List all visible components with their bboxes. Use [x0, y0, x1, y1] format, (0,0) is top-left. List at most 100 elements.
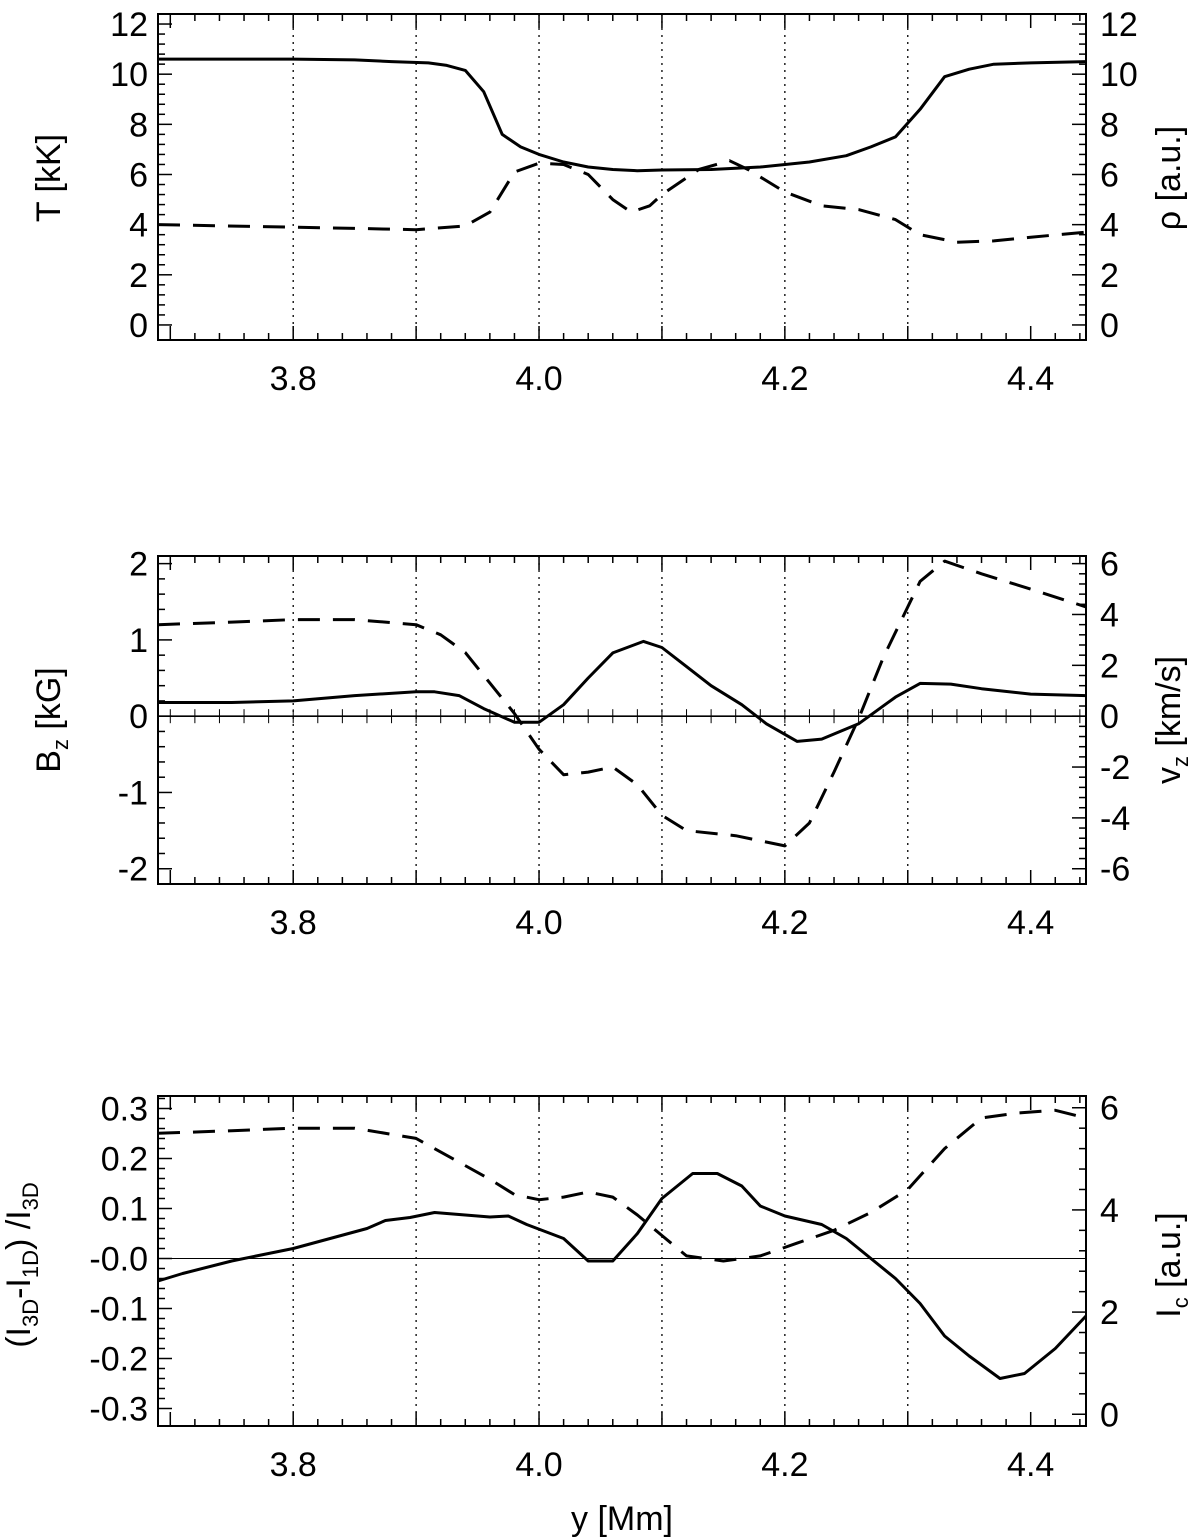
series-line-dashed	[157, 159, 1087, 244]
right-y-axis-label: ρ [a.u.]	[1150, 126, 1188, 230]
x-tick-label: 4.4	[1007, 360, 1054, 398]
data-lines	[157, 559, 1087, 848]
x-tick-label: 4.0	[515, 360, 562, 398]
x-tick-label: 3.8	[270, 360, 317, 398]
x-tick-labels: 3.8 4.0 4.2 4.4	[270, 1446, 1055, 1484]
ic-subscript: c	[1168, 1297, 1193, 1308]
right-y-tick-label: 6	[1100, 546, 1119, 584]
left-y-tick-label: 2	[129, 257, 148, 295]
vertical-gridlines	[292, 556, 909, 884]
left-y-axis-label: T [kK]	[30, 134, 68, 222]
panel-intensity: 3.8 4.0 4.2 4.4 -0.3 -0.2 -0.1 -0.0 0.1 0.2 0.3 0…	[0, 1090, 1193, 1538]
left-y-tick-label: 0.3	[101, 1091, 148, 1129]
x-axis-label: y [Mm]	[571, 1500, 673, 1538]
data-lines	[157, 57, 1087, 244]
label-open: (I	[0, 1327, 38, 1348]
right-y-tick-label: 4	[1100, 207, 1119, 245]
x-tick-label: 4.0	[515, 1446, 562, 1484]
right-y-tick-label: -6	[1100, 851, 1130, 889]
left-y-tick-label: -0.2	[89, 1341, 148, 1379]
left-y-tick-label: 0.1	[101, 1191, 148, 1229]
left-y-tick-label: 0	[129, 698, 148, 736]
right-y-tick-label: -4	[1100, 800, 1130, 838]
bz-unit: [kG]	[30, 667, 68, 739]
x-tick-label: 4.4	[1007, 904, 1054, 942]
left-y-tick-labels: -0.3 -0.2 -0.1 -0.0 0.1 0.2 0.3	[89, 1091, 148, 1429]
left-y-tick-label: 0	[129, 307, 148, 345]
bz-symbol: B	[30, 750, 68, 773]
left-y-axis-label: (I3D-I1D) /I3D	[0, 1182, 43, 1348]
left-y-tick-label: 12	[110, 6, 148, 44]
x-tick-label: 4.2	[761, 904, 808, 942]
right-y-tick-label: 0	[1100, 1396, 1119, 1434]
label-sub-1d: 1D	[18, 1250, 43, 1278]
plot-frame	[157, 555, 1087, 885]
x-tick-label: 3.8	[270, 1446, 317, 1484]
x-tick-labels: 3.8 4.0 4.2 4.4	[270, 360, 1055, 398]
label-sub-3d-denom: 3D	[18, 1182, 43, 1210]
left-y-tick-label: 8	[129, 106, 148, 144]
right-y-tick-label: 2	[1100, 1294, 1119, 1332]
label-minus: -I	[0, 1278, 38, 1299]
x-tick-label: 4.2	[761, 360, 808, 398]
data-lines	[157, 1108, 1088, 1380]
right-y-tick-labels: 0 2 4 6	[1100, 1090, 1119, 1435]
right-y-tick-label: -2	[1100, 749, 1130, 787]
series-line-dashed	[157, 559, 1087, 848]
x-tick-label: 4.4	[1007, 1446, 1054, 1484]
left-y-tick-label: 6	[129, 156, 148, 194]
left-y-tick-label: -1	[118, 774, 148, 812]
right-y-tick-label: 8	[1100, 106, 1119, 144]
ic-symbol: I	[1150, 1308, 1188, 1317]
label-sub-3d: 3D	[18, 1299, 43, 1327]
axis-ticks	[158, 556, 1086, 884]
right-y-tick-label: 10	[1100, 56, 1138, 94]
right-y-tick-label: 0	[1100, 307, 1119, 345]
axis-ticks	[158, 1096, 1086, 1426]
vz-symbol: v	[1150, 767, 1188, 784]
x-tick-label: 3.8	[270, 904, 317, 942]
right-y-tick-label: 2	[1100, 257, 1119, 295]
right-y-tick-label: 6	[1100, 1090, 1119, 1128]
x-tick-label: 4.2	[761, 1446, 808, 1484]
series-line-dashed	[157, 1108, 1087, 1263]
left-y-tick-label: 2	[129, 546, 148, 584]
left-y-tick-label: -0.3	[89, 1391, 148, 1429]
plot-frame	[157, 1095, 1087, 1427]
left-y-tick-label: 1	[129, 622, 148, 660]
left-y-tick-label: 10	[110, 56, 148, 94]
right-y-tick-label: 4	[1100, 1192, 1119, 1230]
vz-subscript: z	[1168, 756, 1193, 767]
left-y-axis-label: Bz [kG]	[30, 667, 73, 772]
x-tick-label: 4.0	[515, 904, 562, 942]
axis-ticks	[158, 13, 1086, 340]
right-y-tick-label: 2	[1100, 647, 1119, 685]
x-tick-labels: 3.8 4.0 4.2 4.4	[270, 904, 1055, 942]
left-y-tick-labels: 0 2 4 6 8 10 12	[110, 6, 148, 345]
left-y-tick-labels: -2 -1 0 1 2	[118, 546, 148, 889]
right-y-tick-label: 12	[1100, 6, 1138, 44]
bz-subscript: z	[48, 739, 73, 750]
left-y-tick-label: 4	[129, 207, 148, 245]
vertical-gridlines	[292, 14, 909, 340]
zero-line	[158, 709, 1086, 724]
right-y-tick-label: 4	[1100, 596, 1119, 634]
left-y-tick-label: -2	[118, 851, 148, 889]
right-y-axis-label: Ic [a.u.]	[1150, 1212, 1193, 1318]
right-y-tick-labels: 0 2 4 6 8 10 12	[1100, 6, 1138, 345]
left-y-tick-label: 0.2	[101, 1141, 148, 1179]
right-y-tick-label: 6	[1100, 156, 1119, 194]
series-line-solid	[157, 1172, 1088, 1380]
right-y-axis-label: vz [km/s]	[1150, 656, 1193, 784]
series-line-solid	[158, 57, 1087, 173]
left-y-tick-label: -0.1	[89, 1291, 148, 1329]
vz-unit: [km/s]	[1150, 656, 1188, 756]
ic-unit: [a.u.]	[1150, 1212, 1188, 1297]
right-y-tick-labels: -6 -4 -2 0 2 4 6	[1100, 546, 1130, 889]
right-y-tick-label: 0	[1100, 698, 1119, 736]
vertical-gridlines	[292, 1096, 909, 1426]
plot-frame	[157, 13, 1087, 341]
